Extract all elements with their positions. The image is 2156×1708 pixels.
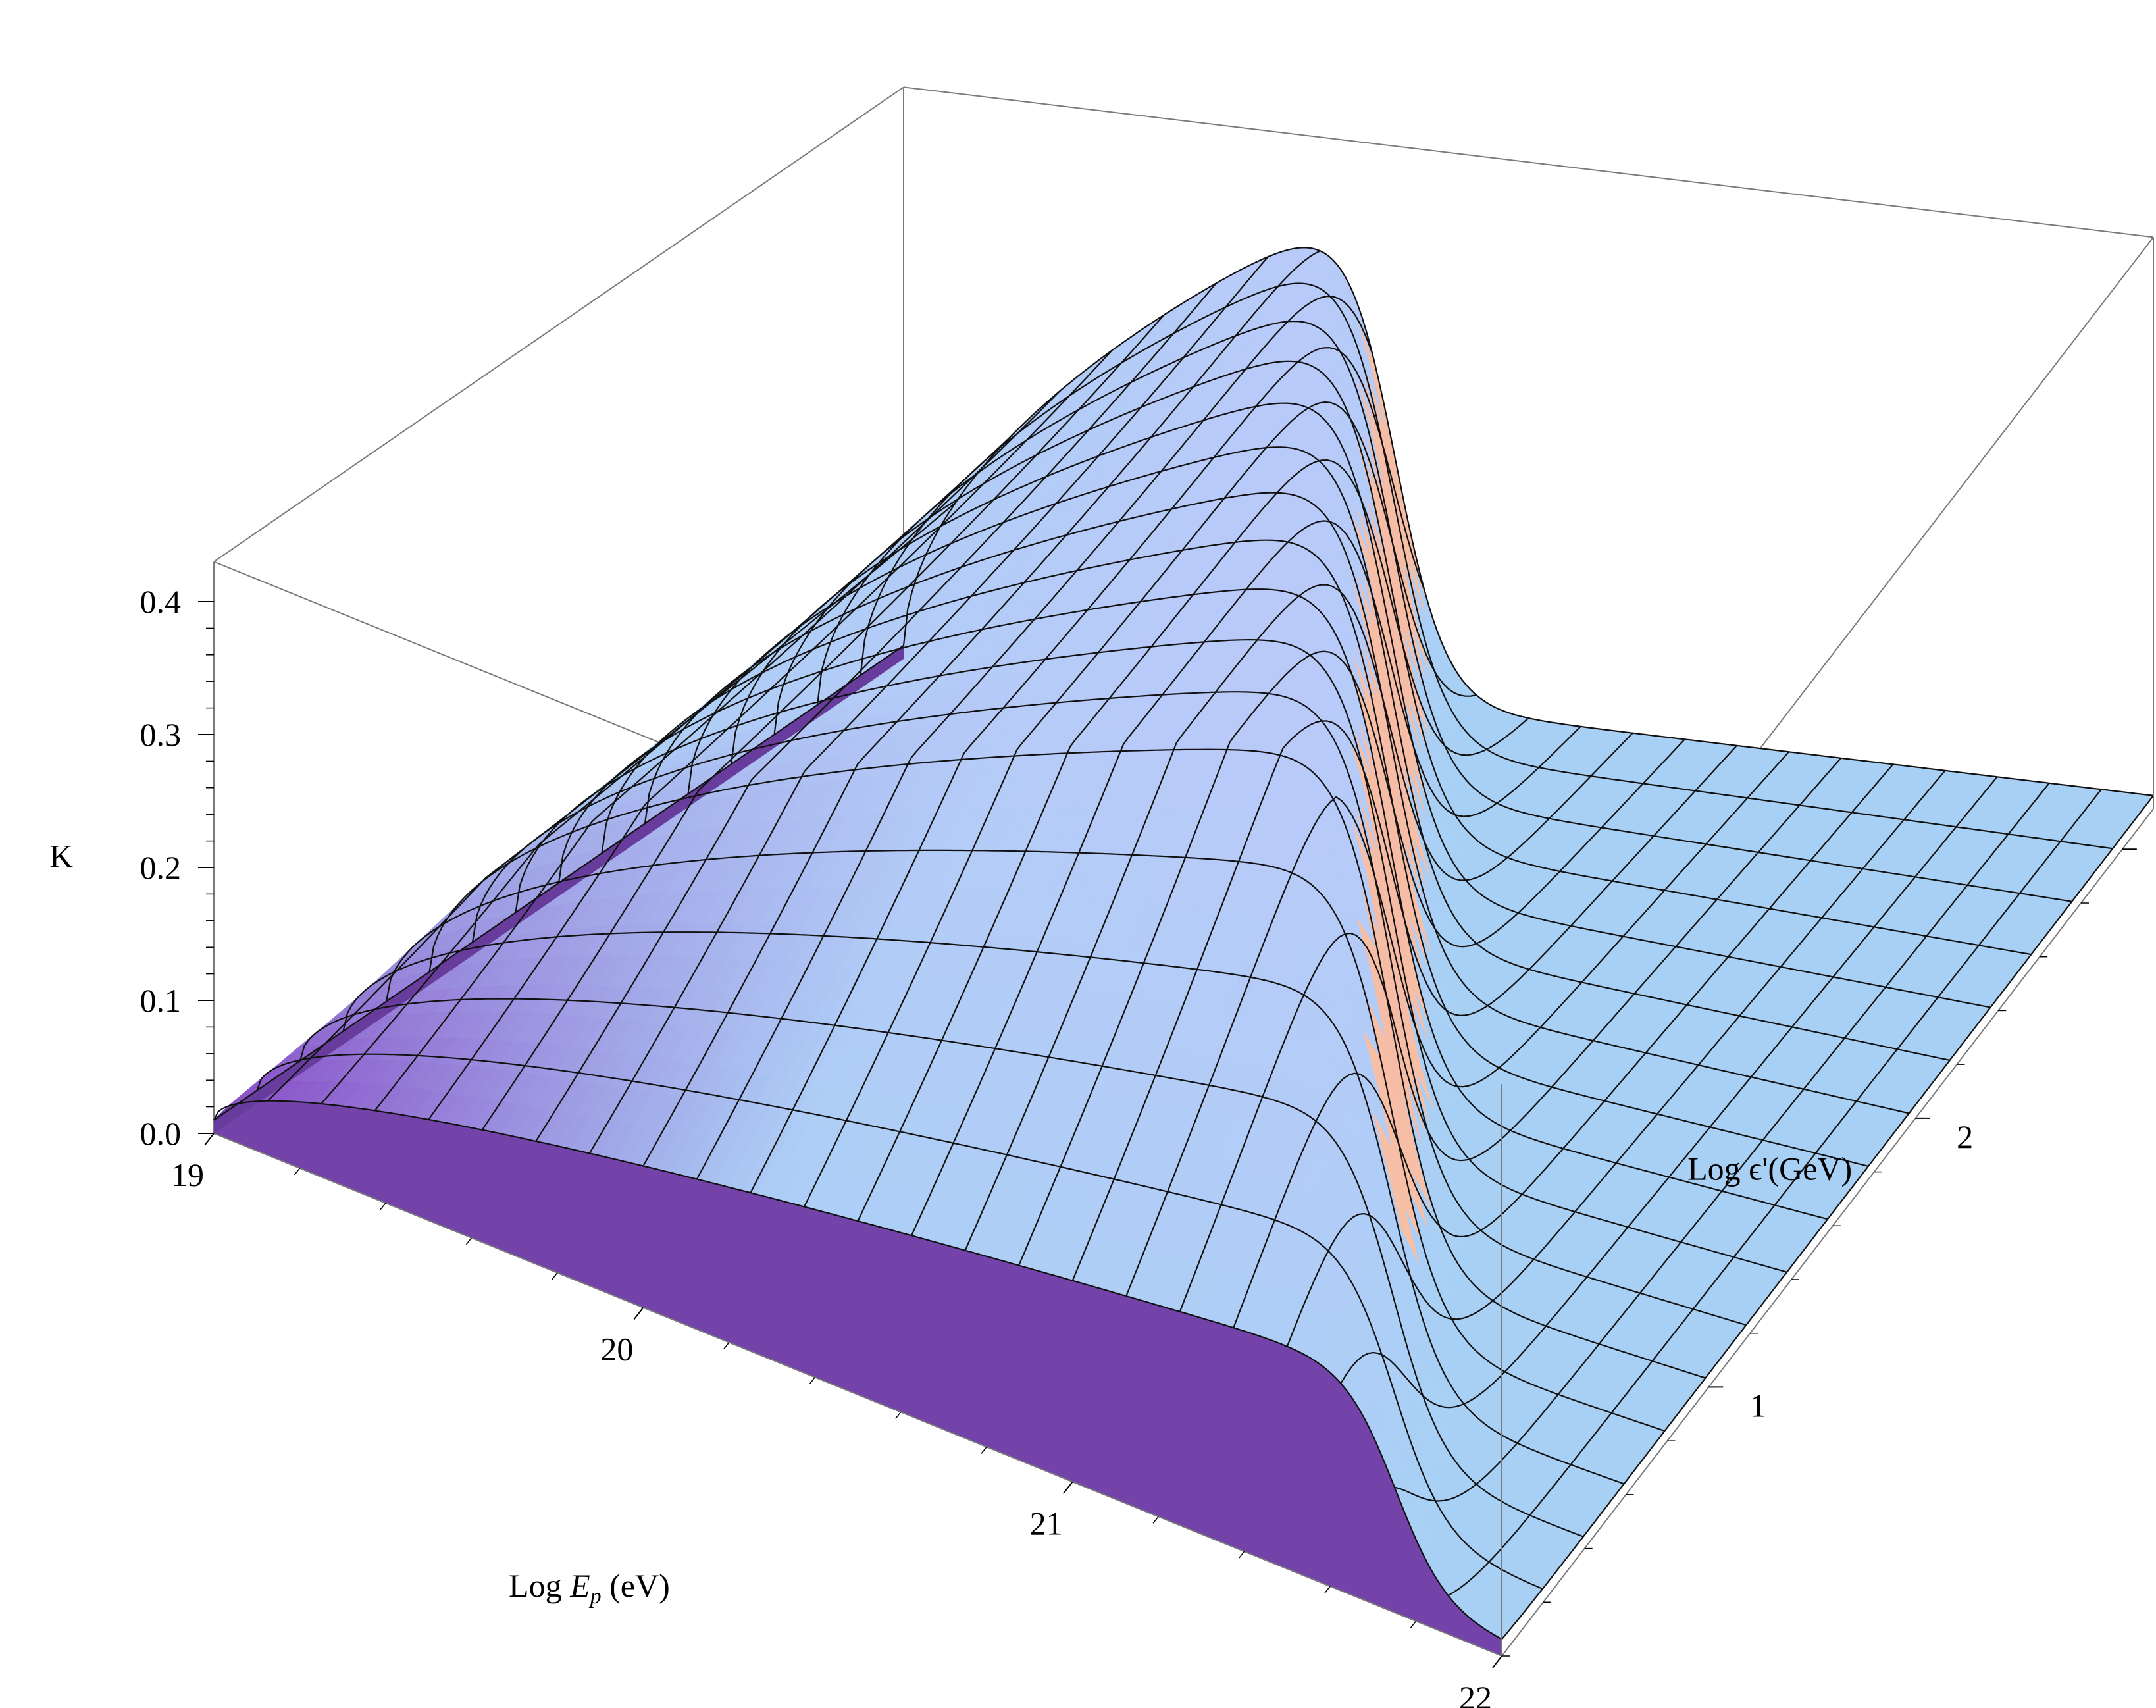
z-axis-label: K [49,838,73,875]
x-minor-tick [1410,1620,1417,1628]
z-tick-label: 0.0 [140,1115,182,1152]
x-minor-tick [1324,1586,1331,1593]
box-edge-back-1 [903,86,2154,238]
box-edge-back-0 [213,86,904,563]
mesh-line-y [471,691,1747,1326]
x-tick-label: 20 [600,1331,633,1368]
x-minor-tick [981,1446,987,1454]
surface-front-wall [214,1100,1502,1656]
mesh-line-y [299,998,1584,1538]
x-minor-tick [380,1203,386,1210]
mesh-line-y [816,320,2072,902]
axis-ticks: 0.00.10.20.30.419202122123 [140,583,2137,1708]
mesh-line-y [687,446,1950,1062]
x-minor-tick [723,1342,730,1350]
mesh-line-y [860,282,2113,850]
mesh-line-y [256,1053,1543,1590]
surface-left-wall [214,645,904,1133]
z-tick-label: 0.1 [140,982,182,1019]
mesh-line-y [773,360,2032,956]
mesh-line-y [385,849,1665,1432]
mesh-line-y [902,247,2154,796]
x-axis-label-suffix: (eV) [602,1567,670,1604]
x-minor-tick [208,1133,215,1141]
x-minor-tick [809,1377,815,1385]
bounding-box-front [213,808,2154,1657]
x-minor-tick [1239,1551,1245,1559]
mesh-line-y [644,492,1910,1114]
mesh-line-y [601,539,1869,1167]
x-minor-tick [294,1168,301,1176]
y-tick-label: 2 [1957,1118,1973,1155]
mesh-line-y [342,931,1624,1485]
y-axis-label: Log ϵ'(GeV) [1687,1151,1852,1187]
z-tick-label: 0.4 [140,583,182,620]
mesh-line-y [213,1100,1502,1640]
mesh-line-y [428,748,1706,1379]
x-axis-label-sub: p [589,1584,602,1609]
x-minor-tick [895,1411,902,1419]
x-minor-tick [637,1307,644,1315]
surface-mesh [213,247,2155,1656]
x-tick-label: 21 [1030,1505,1063,1541]
box-edge-front-0 [213,1133,1502,1657]
mesh-line-y [557,588,1828,1220]
x-minor-tick [465,1237,472,1245]
x-axis-label-var: E [569,1567,590,1604]
x-minor-tick [1152,1516,1159,1524]
box-edge-front-1 [1501,808,2154,1657]
y-tick-label: 1 [1750,1387,1766,1424]
z-tick-label: 0.2 [140,849,182,886]
z-tick-label: 0.3 [140,716,182,753]
x-minor-tick [1067,1481,1073,1489]
x-axis-label-prefix: Log [509,1567,570,1604]
x-minor-tick [552,1272,558,1280]
x-axis-label: Log Ep (eV) [509,1567,670,1609]
x-minor-tick [1496,1655,1502,1663]
mesh-line-y [515,639,1787,1273]
x-tick-label: 19 [171,1156,204,1193]
x-tick-label: 22 [1459,1679,1492,1708]
axis-labels: K Log Ep (eV) Log ϵ'(GeV) [49,838,1852,1609]
